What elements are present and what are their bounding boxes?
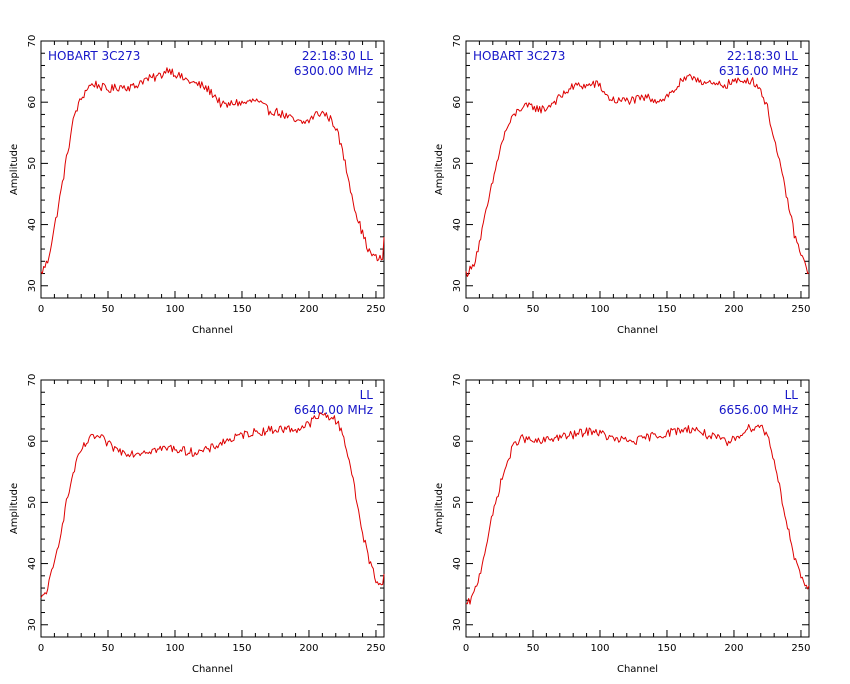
y-tick-label: 40 [27, 218, 38, 231]
x-axis-title: Channel [192, 325, 233, 336]
y-tick-label: 40 [27, 557, 38, 570]
x-tick-label: 150 [232, 643, 251, 654]
y-tick-label: 60 [452, 96, 463, 109]
plot-frame [465, 379, 810, 638]
y-tick-label: 60 [27, 96, 38, 109]
time-polarization-label: LL [360, 388, 374, 402]
y-tick-label: 70 [27, 35, 38, 48]
y-tick-label: 50 [27, 496, 38, 509]
y-axis-title: Amplitude [9, 483, 20, 534]
x-axis-title: Channel [617, 664, 658, 675]
x-tick-label: 100 [165, 304, 184, 315]
y-tick-label: 70 [452, 35, 463, 48]
x-tick-label: 0 [463, 643, 469, 654]
y-axis-title: Amplitude [9, 144, 20, 195]
x-tick-label: 100 [165, 643, 184, 654]
y-tick-label: 60 [452, 435, 463, 448]
amplitude-series-line [40, 67, 385, 275]
amplitude-series-line [40, 412, 385, 599]
x-tick-label: 200 [299, 304, 318, 315]
x-tick-label: 150 [657, 643, 676, 654]
frequency-label: 6300.00 MHz [294, 64, 373, 78]
source-label: HOBART 3C273 [473, 49, 565, 63]
amplitude-series-line [465, 423, 810, 605]
y-tick-label: 40 [452, 218, 463, 231]
y-tick-label: 50 [452, 496, 463, 509]
y-tick-label: 50 [27, 157, 38, 170]
time-polarization-label: LL [785, 388, 799, 402]
x-tick-label: 150 [232, 304, 251, 315]
x-axis-title: Channel [192, 664, 233, 675]
x-tick-label: 250 [791, 304, 810, 315]
frequency-label: 6640.00 MHz [294, 403, 373, 417]
chart-panel-2: 0 50 100 150 200 250 30 40 50 60 70 Channel Amplitud… [434, 35, 811, 336]
x-tick-label: 0 [38, 643, 44, 654]
plot-frame [465, 40, 810, 299]
plot-frame [40, 40, 385, 299]
y-tick-label: 30 [27, 618, 38, 631]
y-axis-title: Amplitude [434, 483, 445, 534]
chart-panel-1: 0 50 100 150 200 250 30 40 50 60 70 Channel Amplitud… [9, 35, 386, 336]
x-tick-label: 250 [366, 304, 385, 315]
x-axis-title: Channel [617, 325, 658, 336]
x-tick-label: 100 [590, 304, 609, 315]
chart-panel-3: 0 50 100 150 200 250 30 40 50 60 70 Channel Amplitud… [9, 374, 386, 675]
x-tick-label: 200 [724, 643, 743, 654]
x-tick-label: 0 [463, 304, 469, 315]
y-tick-label: 30 [27, 279, 38, 292]
y-tick-label: 70 [27, 374, 38, 387]
frequency-label: 6316.00 MHz [719, 64, 798, 78]
plot-frame [40, 379, 385, 638]
x-tick-label: 250 [791, 643, 810, 654]
x-tick-label: 200 [724, 304, 743, 315]
amplitude-series-line [465, 73, 810, 278]
x-tick-label: 50 [102, 643, 115, 654]
y-axis-title: Amplitude [434, 144, 445, 195]
source-label: HOBART 3C273 [48, 49, 140, 63]
y-tick-label: 50 [452, 157, 463, 170]
frequency-label: 6656.00 MHz [719, 403, 798, 417]
time-polarization-label: 22:18:30 LL [727, 49, 798, 63]
x-tick-label: 0 [38, 304, 44, 315]
x-tick-label: 50 [527, 304, 540, 315]
x-tick-label: 250 [366, 643, 385, 654]
y-tick-label: 60 [27, 435, 38, 448]
y-tick-label: 30 [452, 279, 463, 292]
y-tick-label: 70 [452, 374, 463, 387]
x-tick-label: 200 [299, 643, 318, 654]
x-tick-label: 100 [590, 643, 609, 654]
x-tick-label: 50 [527, 643, 540, 654]
x-tick-label: 50 [102, 304, 115, 315]
chart-panel-4: 0 50 100 150 200 250 30 40 50 60 70 Channel Amplitud… [434, 374, 811, 675]
y-tick-label: 30 [452, 618, 463, 631]
x-tick-label: 150 [657, 304, 676, 315]
y-tick-label: 40 [452, 557, 463, 570]
time-polarization-label: 22:18:30 LL [302, 49, 373, 63]
